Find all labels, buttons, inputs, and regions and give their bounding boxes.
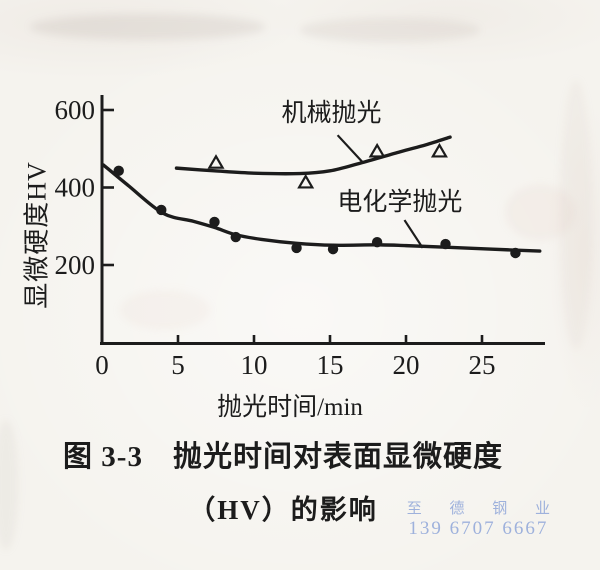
mechanical-polishing-curve bbox=[174, 135, 452, 176]
electrochemical-polishing-point bbox=[510, 247, 521, 259]
mechanical-polishing-point bbox=[207, 154, 225, 169]
x-tick-label: 25 bbox=[469, 350, 496, 380]
watermark-phone: 139 6707 6667 bbox=[408, 518, 549, 539]
mechanical-polishing-point bbox=[430, 142, 448, 158]
electrochemical-polishing-label: 电化学抛光 bbox=[337, 188, 462, 216]
electrochemical-polishing-point bbox=[371, 236, 383, 248]
electrochemical-polishing-point bbox=[291, 242, 302, 254]
x-axis-label: 抛光时间/min bbox=[217, 394, 363, 421]
y-axis-label: 显微硬度HV bbox=[22, 161, 52, 309]
mechanical-polishing-label: 机械抛光 bbox=[282, 99, 382, 127]
x-tick-label: 5 bbox=[171, 350, 185, 380]
electrochemical-polishing-point bbox=[113, 165, 124, 177]
x-tick-label: 20 bbox=[393, 350, 420, 380]
mechanical-polishing-point bbox=[368, 142, 386, 158]
mechanical-polishing-point bbox=[297, 173, 315, 189]
y-tick-label: 200 bbox=[55, 250, 96, 280]
x-tick-label: 10 bbox=[241, 350, 268, 380]
mechanical-polishing-label-leader-line bbox=[336, 134, 365, 164]
watermark: 至 德 钢 业 139 6707 6667 bbox=[395, 497, 562, 540]
electrochemical-polishing-point bbox=[209, 216, 220, 228]
watermark-company: 至 德 钢 业 bbox=[406, 501, 562, 517]
figure-caption-line1: 图 3-3 抛光时间对表面显微硬度 bbox=[63, 441, 503, 473]
electrochemical-polishing-curve bbox=[101, 163, 542, 253]
figure-caption: 图 3-3 抛光时间对表面显微硬度 （HV）的影响 bbox=[0, 433, 566, 527]
figure-caption-line2: （HV）的影响 bbox=[188, 495, 378, 525]
electrochemical-polishing-point bbox=[440, 238, 451, 250]
x-tick-label: 0 bbox=[95, 350, 109, 380]
electrochemical-polishing-label-leader-line bbox=[403, 219, 424, 249]
y-tick-label: 400 bbox=[55, 173, 96, 203]
electrochemical-polishing-point bbox=[230, 231, 241, 243]
electrochemical-polishing-point bbox=[156, 204, 167, 216]
y-tick-label: 600 bbox=[55, 95, 96, 125]
x-tick-label: 15 bbox=[317, 350, 344, 380]
electrochemical-polishing-point bbox=[327, 243, 339, 255]
